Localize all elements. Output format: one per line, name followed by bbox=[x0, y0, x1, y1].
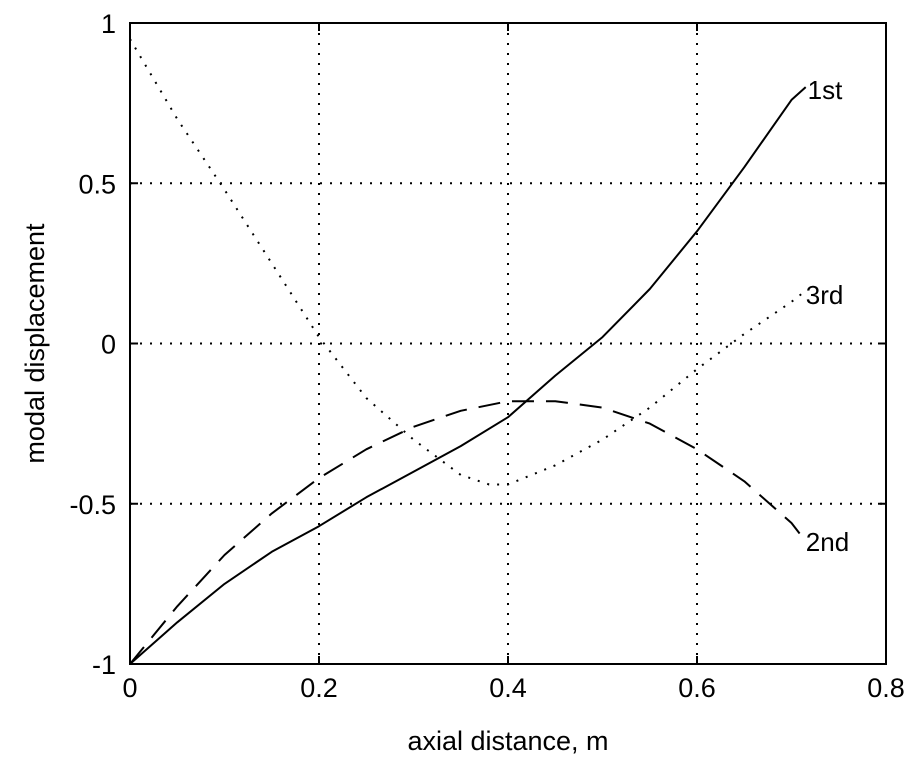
series-label-1st: 1st bbox=[808, 75, 843, 105]
grid bbox=[130, 23, 886, 664]
x-tick-label: 0 bbox=[122, 673, 137, 703]
y-tick-label: 0 bbox=[101, 330, 116, 360]
x-tick-label: 0.6 bbox=[678, 673, 716, 703]
series-line-1st bbox=[129, 86, 807, 665]
series-label-2nd: 2nd bbox=[806, 527, 849, 557]
y-tick-label: -1 bbox=[92, 650, 116, 680]
series-lines bbox=[129, 38, 807, 665]
y-axis-label: modal displacement bbox=[20, 223, 50, 464]
tick-labels: 0 0.2 0.4 0.6 0.8 -1 -0.5 0 0.5 1 bbox=[69, 9, 904, 703]
y-tick-label: 0.5 bbox=[78, 169, 116, 199]
series-line-2nd bbox=[129, 400, 805, 665]
series-label-3rd: 3rd bbox=[806, 280, 844, 310]
series-labels: 1st 2nd 3rd bbox=[806, 75, 849, 557]
y-tick-label: -0.5 bbox=[69, 490, 116, 520]
y-tick-label: 1 bbox=[101, 9, 116, 39]
x-axis-label: axial distance, m bbox=[407, 726, 608, 756]
x-tick-label: 0.8 bbox=[867, 673, 905, 703]
x-tick-label: 0.4 bbox=[489, 673, 527, 703]
x-tick-label: 0.2 bbox=[300, 673, 338, 703]
series-line-3rd bbox=[129, 38, 805, 486]
